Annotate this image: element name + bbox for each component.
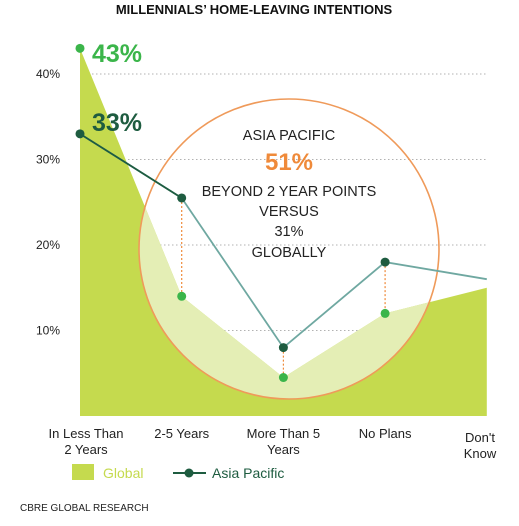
source-note: CBRE GLOBAL RESEARCH (20, 503, 149, 514)
y-tick-label: 10% (36, 324, 60, 338)
legend-global-swatch (72, 464, 94, 480)
connectors (181, 197, 386, 378)
x-tick-label: In Less Than 2 Years (49, 426, 124, 457)
asia-pacific-line-first-segment (79, 133, 183, 199)
data-points (75, 43, 390, 383)
legend: Global Asia Pacific (72, 464, 284, 481)
y-axis-ticks: 10% 20% 30% 40% (36, 67, 60, 338)
callout-text: ASIA PACIFIC 51% BEYOND 2 YEAR POINTS VE… (202, 128, 377, 261)
legend-asia-marker (184, 468, 194, 478)
legend-asia-label: Asia Pacific (212, 465, 284, 481)
global-point (75, 43, 85, 53)
x-tick-label: More Than 5 Years (247, 426, 320, 457)
callout-line4: GLOBALLY (252, 245, 327, 261)
global-point (380, 308, 390, 318)
asia-pacific-point (278, 343, 288, 353)
callout-value: 51% (265, 149, 313, 176)
x-tick-label: No Plans (359, 426, 412, 441)
chart-title: MILLENNIALS’ HOME-LEAVING INTENTIONS (116, 2, 393, 17)
x-tick-label: Don't Know (464, 430, 497, 461)
asia-pacific-point (75, 129, 85, 139)
global-first-label: 43% (92, 40, 142, 68)
callout-line1: BEYOND 2 YEAR POINTS (202, 184, 377, 200)
asia-pacific-point (380, 257, 390, 267)
callout-circle (138, 98, 440, 400)
global-area (80, 48, 487, 416)
asia-pacific-point (177, 193, 187, 203)
asia-first-label: 33% (92, 109, 142, 137)
y-tick-label: 40% (36, 67, 60, 81)
callout-line2: VERSUS (259, 204, 319, 220)
callout-line3: 31% (274, 224, 303, 240)
callout-region: ASIA PACIFIC (243, 128, 335, 144)
y-tick-label: 30% (36, 153, 60, 167)
x-tick-label: 2-5 Years (154, 426, 209, 441)
global-point (177, 291, 187, 301)
callout-circle-outline (138, 98, 440, 400)
y-tick-label: 20% (36, 238, 60, 252)
global-area-highlight (139, 99, 439, 399)
global-point (278, 373, 288, 383)
legend-global-label: Global (103, 465, 143, 481)
